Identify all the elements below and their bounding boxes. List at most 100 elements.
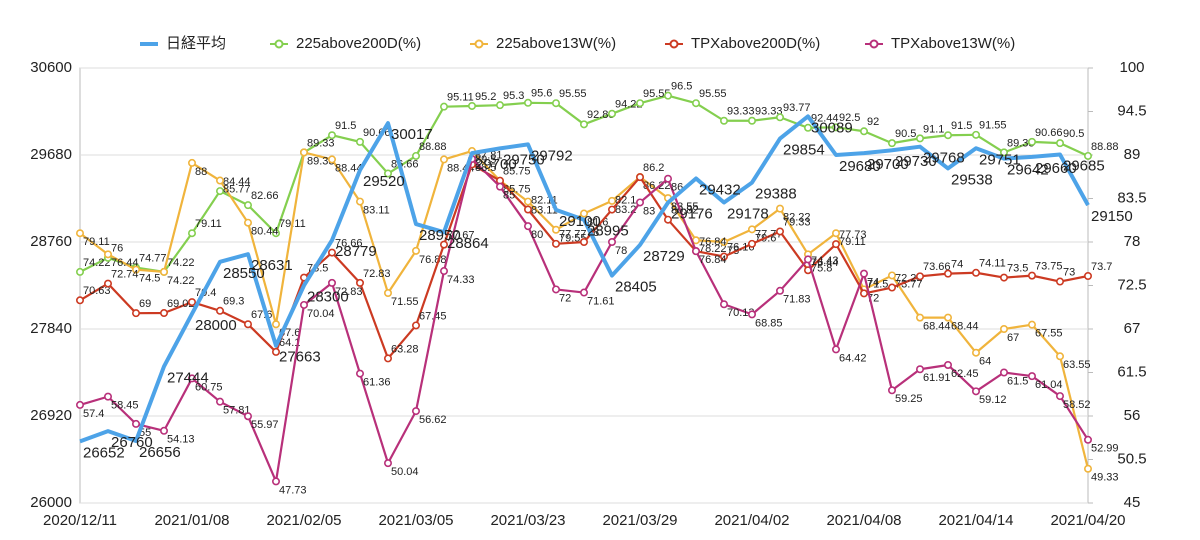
data-label: 95.55 [699, 88, 727, 100]
data-label: 68.44 [923, 321, 951, 333]
data-label: 59.12 [979, 394, 1007, 406]
point [1028, 372, 1037, 381]
point [160, 426, 169, 435]
point [999, 148, 1008, 157]
data-label: 79.11 [839, 236, 866, 248]
data-label: 79.11 [83, 236, 110, 248]
point [411, 151, 420, 160]
point [551, 239, 560, 248]
point [719, 300, 728, 309]
point [188, 374, 197, 383]
point [383, 169, 392, 178]
data-label: 68.44 [951, 321, 979, 333]
point [1056, 139, 1065, 148]
data-label: 91.5 [951, 120, 972, 132]
point [1084, 272, 1093, 281]
data-label: 29768 [923, 150, 965, 167]
data-label: 80 [531, 229, 543, 241]
data-label: 29388 [755, 186, 797, 203]
point [132, 309, 141, 318]
data-label: 29700 [475, 156, 517, 173]
data-label: 61.91 [923, 372, 951, 384]
point [271, 320, 280, 329]
data-label: 73.5 [1007, 262, 1028, 274]
point [747, 116, 756, 125]
y2-tick-label: 56 [1124, 407, 1141, 424]
point [188, 158, 197, 167]
point [188, 229, 197, 238]
x-tick-label: 2021/04/20 [1050, 512, 1125, 529]
data-label: 82.1 [615, 194, 636, 206]
point [775, 227, 784, 236]
data-label: 89.33 [307, 137, 335, 149]
point [355, 197, 364, 206]
point [971, 387, 980, 396]
data-label: 69 [139, 298, 151, 310]
data-label: 79.11 [195, 218, 222, 230]
point [355, 278, 364, 287]
point [859, 127, 868, 136]
point [579, 288, 588, 297]
data-label: 29685 [1063, 157, 1105, 174]
data-label: 30089 [811, 119, 853, 136]
legend-label: 225above13W(%) [496, 35, 616, 52]
data-label: 77.77 [559, 229, 587, 241]
y2-tick-label: 94.5 [1117, 102, 1146, 119]
data-label: 95.6 [531, 88, 552, 100]
point [943, 131, 952, 140]
data-label: 29792 [531, 147, 573, 164]
point [104, 279, 113, 288]
data-label: 83.11 [363, 204, 390, 216]
point [76, 229, 85, 238]
point [999, 324, 1008, 333]
point [76, 400, 85, 409]
point [271, 347, 280, 356]
series-line [79, 149, 1090, 470]
data-label: 26656 [139, 444, 181, 461]
data-label: 89.33 [1007, 137, 1035, 149]
legend-label: 225above200D(%) [296, 35, 421, 52]
x-tick-label: 2021/04/08 [826, 512, 901, 529]
point [775, 113, 784, 122]
data-label: 63.55 [1063, 359, 1091, 371]
data-label: 61.04 [1035, 379, 1063, 391]
data-label: 29150 [1091, 208, 1133, 225]
data-label: 58.52 [1063, 399, 1091, 411]
data-label: 29176 [671, 206, 713, 223]
point [327, 278, 336, 287]
data-label: 47.73 [279, 484, 307, 496]
data-label: 85 [503, 190, 515, 202]
data-label: 73.75 [1035, 261, 1063, 273]
point [327, 131, 336, 140]
data-label: 76.16 [727, 241, 755, 253]
y-tick-label: 26000 [30, 494, 72, 511]
point [943, 360, 952, 369]
point [691, 99, 700, 108]
data-label: 90.66 [1035, 127, 1063, 139]
data-label: 85.77 [223, 183, 251, 195]
data-label: 26652 [83, 444, 125, 461]
point [1028, 271, 1037, 280]
data-label: 95.11 [447, 92, 474, 104]
point [607, 238, 616, 247]
data-label: 76.44 [111, 257, 139, 269]
data-label: 72.83 [335, 286, 363, 298]
data-label: 63.28 [391, 343, 419, 355]
data-label: 74.5 [139, 273, 160, 285]
point [244, 218, 253, 227]
point [719, 238, 728, 247]
data-label: 64 [979, 356, 991, 368]
data-label: 50.04 [391, 466, 419, 478]
data-label: 75.8 [811, 262, 832, 274]
data-label: 92.44 [811, 113, 839, 125]
point [999, 368, 1008, 377]
x-tick-label: 2021/04/02 [714, 512, 789, 529]
point [76, 267, 85, 276]
point [719, 116, 728, 125]
data-label: 67.45 [419, 310, 447, 322]
data-label: 92 [867, 116, 879, 128]
data-label: 30017 [391, 126, 433, 143]
data-label: 67.55 [1035, 328, 1063, 340]
data-label: 29680 [839, 158, 881, 175]
legend-marker [669, 39, 679, 49]
